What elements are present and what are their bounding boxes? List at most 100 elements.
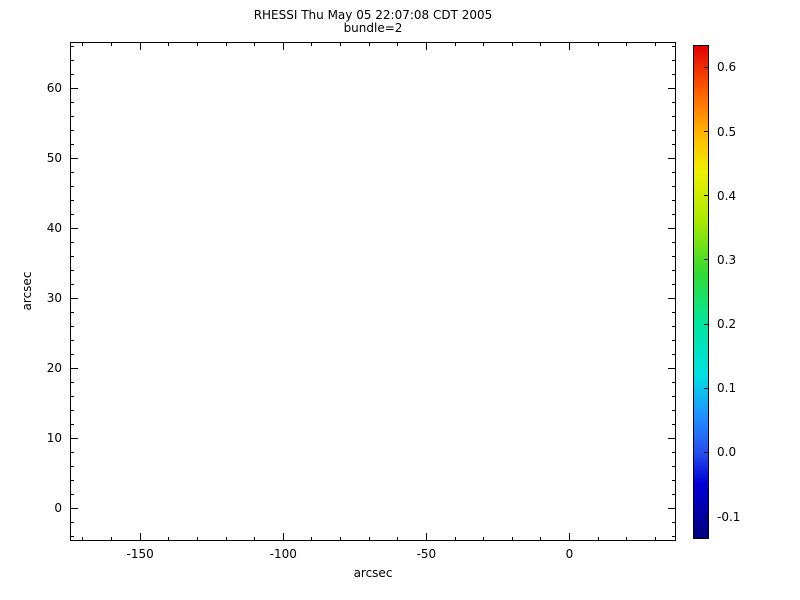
y-axis-minor-tick (71, 521, 74, 523)
y-axis-minor-tick (71, 381, 74, 383)
x-axis-major-tick (569, 533, 570, 540)
y-axis-minor-tick (672, 45, 675, 47)
y-axis-minor-tick (672, 325, 675, 327)
y-axis-minor-tick (71, 423, 74, 425)
y-axis-minor-tick (672, 199, 675, 201)
y-axis-tick-label: 60 (46, 81, 62, 96)
x-axis-major-tick (569, 43, 570, 50)
y-axis-minor-tick (71, 353, 74, 355)
y-axis-major-tick (71, 297, 78, 299)
x-axis-minor-tick (82, 43, 84, 46)
x-axis-minor-tick (111, 537, 112, 540)
x-axis-tick-label: -150 (126, 547, 154, 561)
y-axis-minor-tick (71, 311, 74, 313)
y-axis-major-tick (71, 507, 78, 509)
y-axis-major-tick (71, 227, 78, 229)
y-axis-minor-tick (672, 395, 675, 397)
y-axis-tick-label: 40 (46, 221, 62, 236)
x-axis-minor-tick (82, 537, 84, 540)
y-axis-tick-label: 30 (46, 291, 62, 306)
y-axis-minor-tick (71, 479, 74, 481)
x-axis-major-tick (139, 43, 141, 50)
y-axis-minor-tick (672, 339, 675, 341)
y-axis-major-tick (71, 157, 78, 159)
x-axis-minor-tick (397, 43, 399, 46)
plot-frame (70, 42, 676, 541)
y-axis-minor-tick (71, 45, 74, 47)
y-axis-minor-tick (672, 353, 675, 355)
y-axis-minor-tick (672, 311, 675, 313)
y-axis-minor-tick (71, 255, 74, 257)
x-axis-tick-label: 0 (565, 547, 574, 561)
x-axis-major-tick (425, 533, 427, 540)
x-axis-minor-tick (168, 43, 170, 46)
y-axis-minor-tick (672, 115, 675, 117)
x-axis-minor-tick (311, 43, 313, 46)
y-axis-minor-tick (71, 101, 74, 103)
colorbar-tick (704, 195, 708, 197)
x-axis-minor-tick (168, 537, 170, 540)
y-axis-minor-tick (672, 521, 675, 523)
x-axis-minor-tick (196, 537, 198, 540)
y-axis-minor-tick (672, 409, 675, 411)
y-axis-minor-tick (71, 325, 74, 327)
y-axis-minor-tick (71, 213, 74, 215)
colorbar-tick-label: 0.5 (717, 124, 737, 139)
y-axis-minor-tick (71, 409, 74, 411)
x-axis-major-tick (139, 533, 141, 540)
colorbar-tick (704, 259, 708, 261)
y-axis-minor-tick (71, 171, 74, 173)
x-axis-minor-tick (483, 43, 485, 46)
x-axis-minor-tick (311, 537, 313, 540)
y-axis-major-tick (668, 507, 675, 509)
y-axis-minor-tick (672, 129, 675, 131)
x-axis-minor-tick (654, 537, 656, 540)
x-axis-major-tick (282, 533, 284, 540)
y-axis-tick-label: 20 (46, 361, 62, 376)
y-axis-tick-label: 10 (46, 431, 62, 446)
y-axis-tick-label: 50 (46, 151, 62, 166)
x-axis-minor-tick (225, 537, 227, 540)
x-axis-minor-tick (196, 43, 198, 46)
y-axis-tick-label: 0 (54, 501, 62, 516)
x-axis-minor-tick (368, 537, 370, 540)
x-axis-minor-tick (540, 537, 542, 540)
colorbar-tick-label: 0.3 (717, 252, 737, 267)
colorbar-tick-label: 0.1 (717, 381, 737, 396)
x-axis-minor-tick (368, 43, 370, 46)
y-axis-minor-tick (672, 283, 675, 285)
y-axis-major-tick (668, 437, 675, 439)
x-axis-label: arcsec (353, 566, 393, 580)
x-axis-tick-label: -100 (269, 547, 297, 561)
y-axis-minor-tick (71, 199, 74, 201)
colorbar-tick-label: 0.4 (717, 188, 737, 203)
x-axis-minor-tick (111, 43, 112, 46)
plot-title: RHESSI Thu May 05 22:07:08 CDT 2005 (253, 8, 493, 22)
y-axis-minor-tick (672, 451, 675, 453)
x-axis-minor-tick (454, 537, 456, 540)
colorbar-tick (704, 451, 708, 453)
x-axis-major-tick (282, 43, 284, 50)
colorbar-tick (704, 516, 708, 518)
y-axis-minor-tick (672, 465, 675, 467)
x-axis-minor-tick (225, 43, 227, 46)
colorbar-gradient (694, 46, 708, 538)
y-axis-minor-tick (71, 143, 74, 145)
y-axis-minor-tick (672, 255, 675, 257)
y-axis-minor-tick (672, 101, 675, 103)
y-axis-minor-tick (71, 241, 74, 243)
y-axis-minor-tick (71, 73, 74, 75)
colorbar-tick (704, 387, 708, 389)
y-axis-minor-tick (672, 493, 675, 495)
x-axis-minor-tick (626, 537, 628, 540)
y-axis-major-tick (71, 87, 78, 89)
y-axis-minor-tick (71, 59, 74, 61)
y-axis-minor-tick (71, 395, 74, 397)
x-axis-minor-tick (340, 537, 341, 540)
y-axis-minor-tick (672, 171, 675, 173)
colorbar-tick-label: -0.1 (717, 509, 741, 524)
y-axis-minor-tick (71, 493, 74, 495)
plot-subtitle: bundle=2 (343, 21, 403, 35)
y-axis-minor-tick (672, 535, 675, 537)
